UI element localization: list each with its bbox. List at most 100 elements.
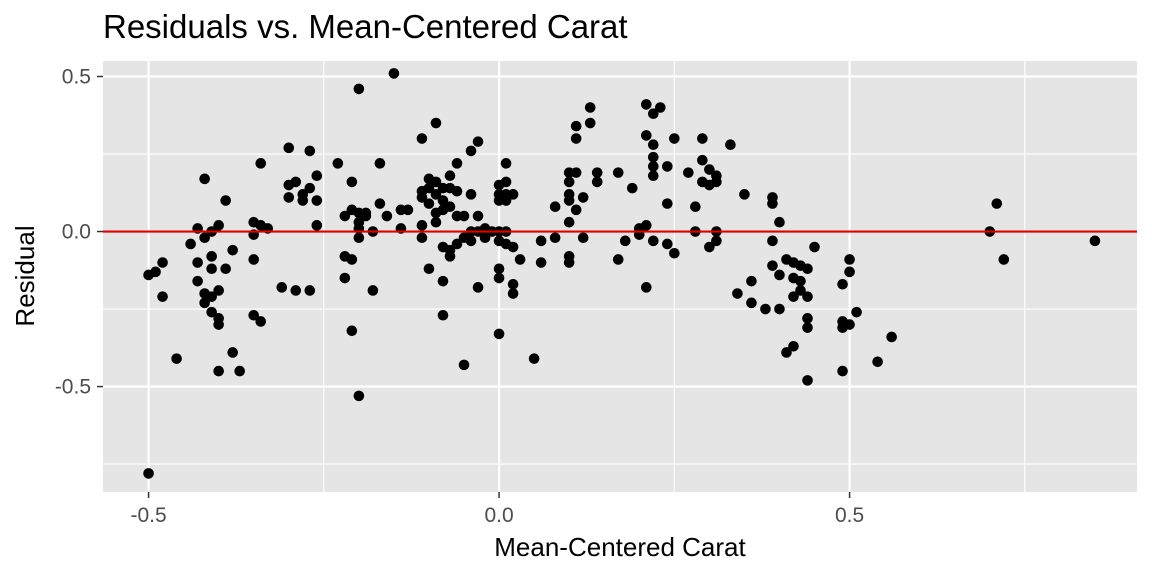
data-point (697, 133, 708, 144)
data-point (528, 353, 540, 364)
data-point (255, 316, 267, 327)
data-point (206, 251, 217, 262)
data-point (472, 282, 484, 293)
data-point (339, 272, 351, 284)
data-point (416, 232, 428, 244)
x-axis-ticks: -0.5 0.0 0.5 (130, 492, 864, 527)
data-point (444, 251, 456, 262)
data-point (886, 331, 897, 343)
data-point (704, 164, 715, 175)
data-point (199, 232, 210, 244)
data-point (591, 167, 603, 178)
data-point (584, 117, 596, 129)
data-point (416, 192, 428, 203)
data-point (213, 220, 224, 231)
data-point (283, 142, 295, 154)
data-point (367, 285, 379, 296)
data-point (423, 182, 435, 194)
data-point (500, 158, 512, 169)
data-point (227, 244, 238, 256)
data-point (465, 235, 477, 247)
chart-title: Residuals vs. Mean-Centered Carat (103, 8, 628, 45)
data-point (711, 176, 722, 188)
data-point (185, 238, 196, 250)
data-point (458, 359, 470, 371)
data-point (143, 468, 154, 479)
data-point (837, 278, 848, 290)
data-point (998, 254, 1010, 265)
data-point (767, 235, 778, 247)
data-point (465, 145, 477, 157)
data-point (213, 285, 224, 296)
data-point (472, 136, 484, 147)
data-point (781, 347, 792, 358)
data-point (507, 189, 519, 200)
data-point (353, 232, 365, 244)
data-point (619, 235, 631, 247)
data-point (612, 254, 624, 265)
data-point (662, 198, 673, 209)
data-point (332, 158, 344, 169)
data-point (500, 195, 512, 206)
data-point (416, 220, 428, 231)
data-point (157, 291, 168, 302)
data-point (584, 102, 596, 113)
data-point (402, 204, 414, 216)
data-point (647, 139, 659, 151)
data-point (647, 161, 659, 172)
data-point (640, 282, 652, 293)
data-point (472, 210, 484, 222)
data-point (549, 201, 561, 213)
data-point (234, 365, 245, 377)
data-point (346, 176, 358, 188)
data-point (192, 275, 203, 287)
data-point (851, 306, 862, 318)
y-tick-label: -0.5 (55, 376, 91, 399)
data-point (788, 291, 799, 302)
data-point (493, 328, 505, 340)
data-point (444, 201, 456, 213)
data-point (788, 340, 799, 352)
data-point (150, 266, 161, 278)
data-point (451, 185, 463, 197)
x-axis-title: Mean-Centered Carat (494, 532, 746, 562)
data-point (192, 257, 203, 268)
data-point (837, 365, 848, 377)
data-point (704, 241, 715, 253)
data-point (802, 291, 813, 302)
data-point (311, 170, 323, 182)
data-point (206, 291, 217, 302)
y-tick-label: 0.5 (62, 66, 91, 89)
data-point (430, 189, 442, 200)
data-point (157, 257, 168, 268)
x-tick-label: -0.5 (130, 504, 166, 527)
y-axis-title: Residual (10, 225, 40, 326)
plot-panel (103, 61, 1137, 492)
data-point (739, 189, 750, 200)
data-point (220, 195, 231, 206)
data-point (662, 238, 673, 250)
data-point (549, 232, 561, 244)
data-point (640, 99, 652, 110)
data-point (711, 235, 722, 247)
data-point (647, 235, 659, 247)
data-point (304, 285, 316, 296)
data-point (591, 176, 603, 188)
data-point (507, 288, 519, 299)
data-point (697, 154, 708, 166)
data-point (311, 220, 323, 231)
data-point (725, 139, 736, 151)
data-point (647, 170, 659, 182)
data-point (626, 182, 638, 194)
data-point (213, 365, 224, 377)
data-point (430, 176, 442, 188)
data-point (346, 254, 358, 265)
data-point (437, 275, 449, 287)
data-point (290, 285, 302, 296)
data-point (248, 254, 260, 265)
data-point (802, 263, 813, 275)
data-point (655, 102, 666, 113)
data-point (227, 347, 238, 358)
data-point (690, 201, 701, 213)
